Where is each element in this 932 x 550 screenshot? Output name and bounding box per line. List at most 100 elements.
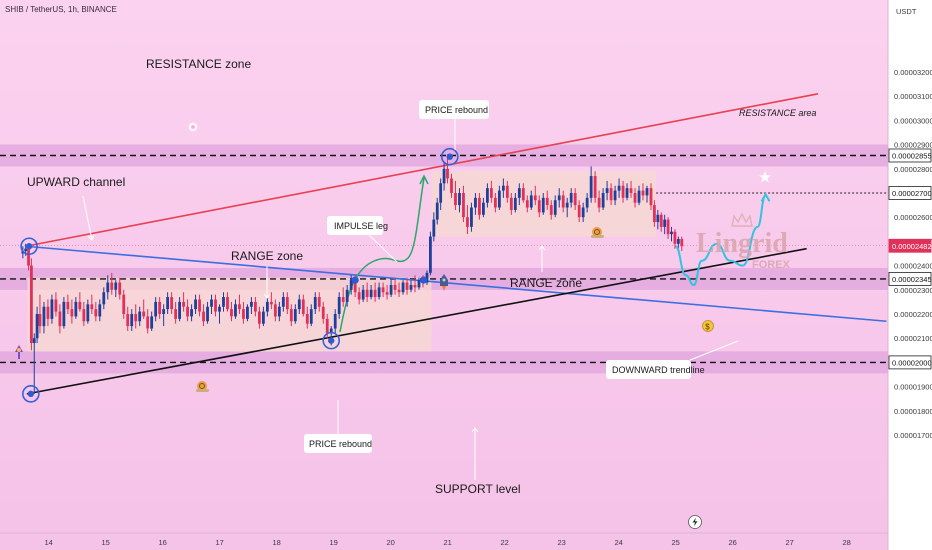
- candle-body: [593, 176, 597, 198]
- candle-body: [597, 197, 601, 208]
- price-tag-label: 0.00002345: [892, 275, 932, 284]
- y-tick-label: 0.00002800: [894, 165, 932, 174]
- candle-body: [297, 299, 301, 310]
- candle: [162, 304, 166, 327]
- candle: [458, 188, 461, 213]
- candle-body: [609, 188, 613, 201]
- candle-body: [397, 289, 401, 293]
- candle: [529, 190, 533, 210]
- lightning-icon[interactable]: [688, 515, 702, 529]
- lightbulb-icon: [15, 345, 23, 359]
- candle: [90, 294, 94, 314]
- candle-body: [226, 297, 229, 310]
- candle: [74, 297, 78, 319]
- candle: [293, 304, 297, 324]
- candle-body: [186, 306, 189, 317]
- candle: [38, 294, 42, 334]
- candle: [46, 299, 50, 327]
- candle: [297, 294, 301, 314]
- x-tick-label: 18: [273, 538, 281, 547]
- candle: [466, 205, 469, 235]
- downward-trendline: [25, 245, 887, 323]
- candle: [633, 188, 637, 208]
- candle: [429, 231, 432, 276]
- candle-body: [533, 195, 537, 201]
- support-level-label: SUPPORT level: [435, 482, 521, 496]
- candle: [482, 197, 485, 218]
- candle: [313, 292, 317, 314]
- candle-body: [577, 205, 581, 218]
- candle-body: [617, 185, 621, 191]
- upward-channel-label: UPWARD channel: [27, 175, 125, 189]
- candle-body: [246, 306, 249, 319]
- price-tag-label: 0.00002482: [892, 242, 932, 251]
- candle: [170, 292, 174, 314]
- candle-body: [46, 306, 50, 319]
- candle-body: [110, 282, 114, 290]
- projection-arrowhead: [760, 192, 771, 202]
- candle: [62, 297, 66, 329]
- candle: [653, 200, 656, 227]
- candle-body: [301, 299, 305, 314]
- candle-body: [569, 193, 573, 203]
- x-tick-label: 20: [387, 538, 395, 547]
- candle-body: [38, 314, 42, 327]
- candle-body: [142, 311, 146, 317]
- candle: [581, 202, 585, 223]
- candle-body: [242, 309, 245, 319]
- candle: [573, 188, 577, 210]
- candle-body: [435, 202, 439, 220]
- candle: [659, 212, 663, 232]
- candle-body: [450, 178, 453, 193]
- candle: [373, 282, 377, 302]
- candle: [435, 197, 439, 225]
- rebound-marker-dot: [351, 276, 359, 284]
- candle-body: [629, 188, 633, 193]
- candle: [42, 301, 46, 334]
- candle-body: [230, 309, 233, 317]
- candle-body: [130, 314, 134, 327]
- impulse-arrowhead: [419, 174, 429, 185]
- candle-body: [82, 309, 86, 322]
- watermark-brand: Lingrid: [696, 228, 788, 259]
- candle-body: [525, 200, 529, 208]
- candle: [250, 297, 253, 314]
- x-tick-label: 16: [159, 538, 167, 547]
- candle: [641, 183, 645, 201]
- candle: [349, 275, 353, 295]
- candle-body: [313, 297, 317, 310]
- crown-icon: [731, 212, 753, 227]
- candle-body: [381, 287, 385, 293]
- candle-body: [545, 197, 549, 206]
- candle-body: [218, 306, 221, 312]
- y-tick-label: 0.00001900: [894, 383, 932, 392]
- candle-body: [401, 282, 405, 293]
- candle-body: [353, 280, 357, 293]
- resistance-zone-label: RESISTANCE zone: [146, 57, 251, 71]
- candle-body: [86, 304, 90, 322]
- candle-body: [663, 219, 667, 227]
- x-tick-label: 15: [102, 538, 110, 547]
- candle: [561, 190, 565, 213]
- range-zone-right-label: RANGE zone: [510, 276, 582, 290]
- candle: [513, 193, 517, 213]
- candle-body: [493, 197, 497, 208]
- candle-body: [649, 188, 653, 206]
- candle: [258, 306, 261, 329]
- candle-body: [425, 272, 429, 283]
- candle: [210, 294, 213, 314]
- candle-body: [529, 195, 533, 208]
- y-tick-label: 0.00001800: [894, 407, 932, 416]
- candle-body: [309, 309, 313, 324]
- x-tick-label: 24: [615, 538, 623, 547]
- candle: [317, 292, 321, 312]
- candle-body: [254, 301, 257, 312]
- candle: [337, 292, 341, 319]
- candle: [178, 297, 181, 322]
- candle-body: [305, 314, 309, 324]
- candle-body: [98, 304, 102, 317]
- chart-symbol[interactable]: SHIB / TetherUS, 1h, BINANCE: [5, 5, 117, 14]
- candle-body: [613, 190, 617, 201]
- candle: [673, 229, 677, 249]
- candle-body: [446, 168, 449, 179]
